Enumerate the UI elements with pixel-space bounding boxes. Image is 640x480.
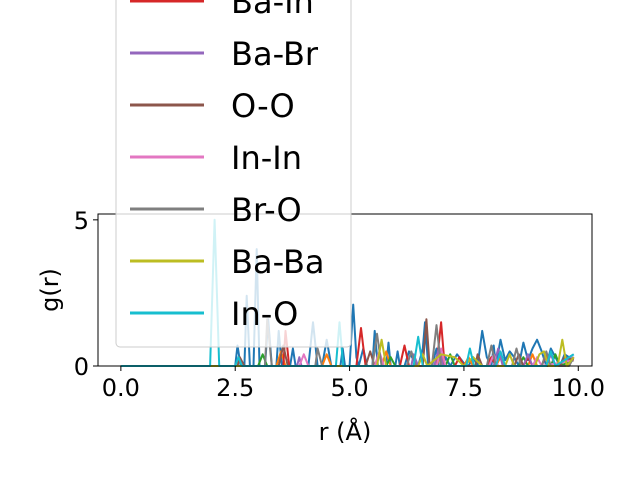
- legend-label: Ba-Br: [231, 35, 319, 73]
- y-tick-label: 0: [74, 353, 89, 381]
- y-axis-label: g(r): [36, 268, 64, 312]
- legend-label: In-In: [231, 139, 302, 177]
- x-tick-label: 7.5: [445, 374, 483, 402]
- y-tick-label: 5: [74, 207, 89, 235]
- legend-label: O-O: [231, 87, 295, 125]
- x-tick-label: 2.5: [216, 374, 254, 402]
- legend-label: Ba-In: [231, 0, 314, 21]
- x-tick-label: 0.0: [102, 374, 140, 402]
- legend-label: Ba-Ba: [231, 243, 325, 281]
- legend-label: Br-O: [231, 191, 302, 229]
- x-tick-label: 5.0: [330, 374, 368, 402]
- legend-label: In-O: [231, 295, 298, 333]
- x-tick-label: 10.0: [552, 374, 605, 402]
- x-axis-label: r (Å): [319, 417, 372, 446]
- legend: Ba-In Ba-Br O-O In-In Br-O Ba-Ba In-O: [115, 0, 352, 348]
- axis-ticks: 0.0 2.5 5.0 7.5 10.0 0 5: [74, 207, 605, 402]
- series-line-7: [120, 347, 574, 367]
